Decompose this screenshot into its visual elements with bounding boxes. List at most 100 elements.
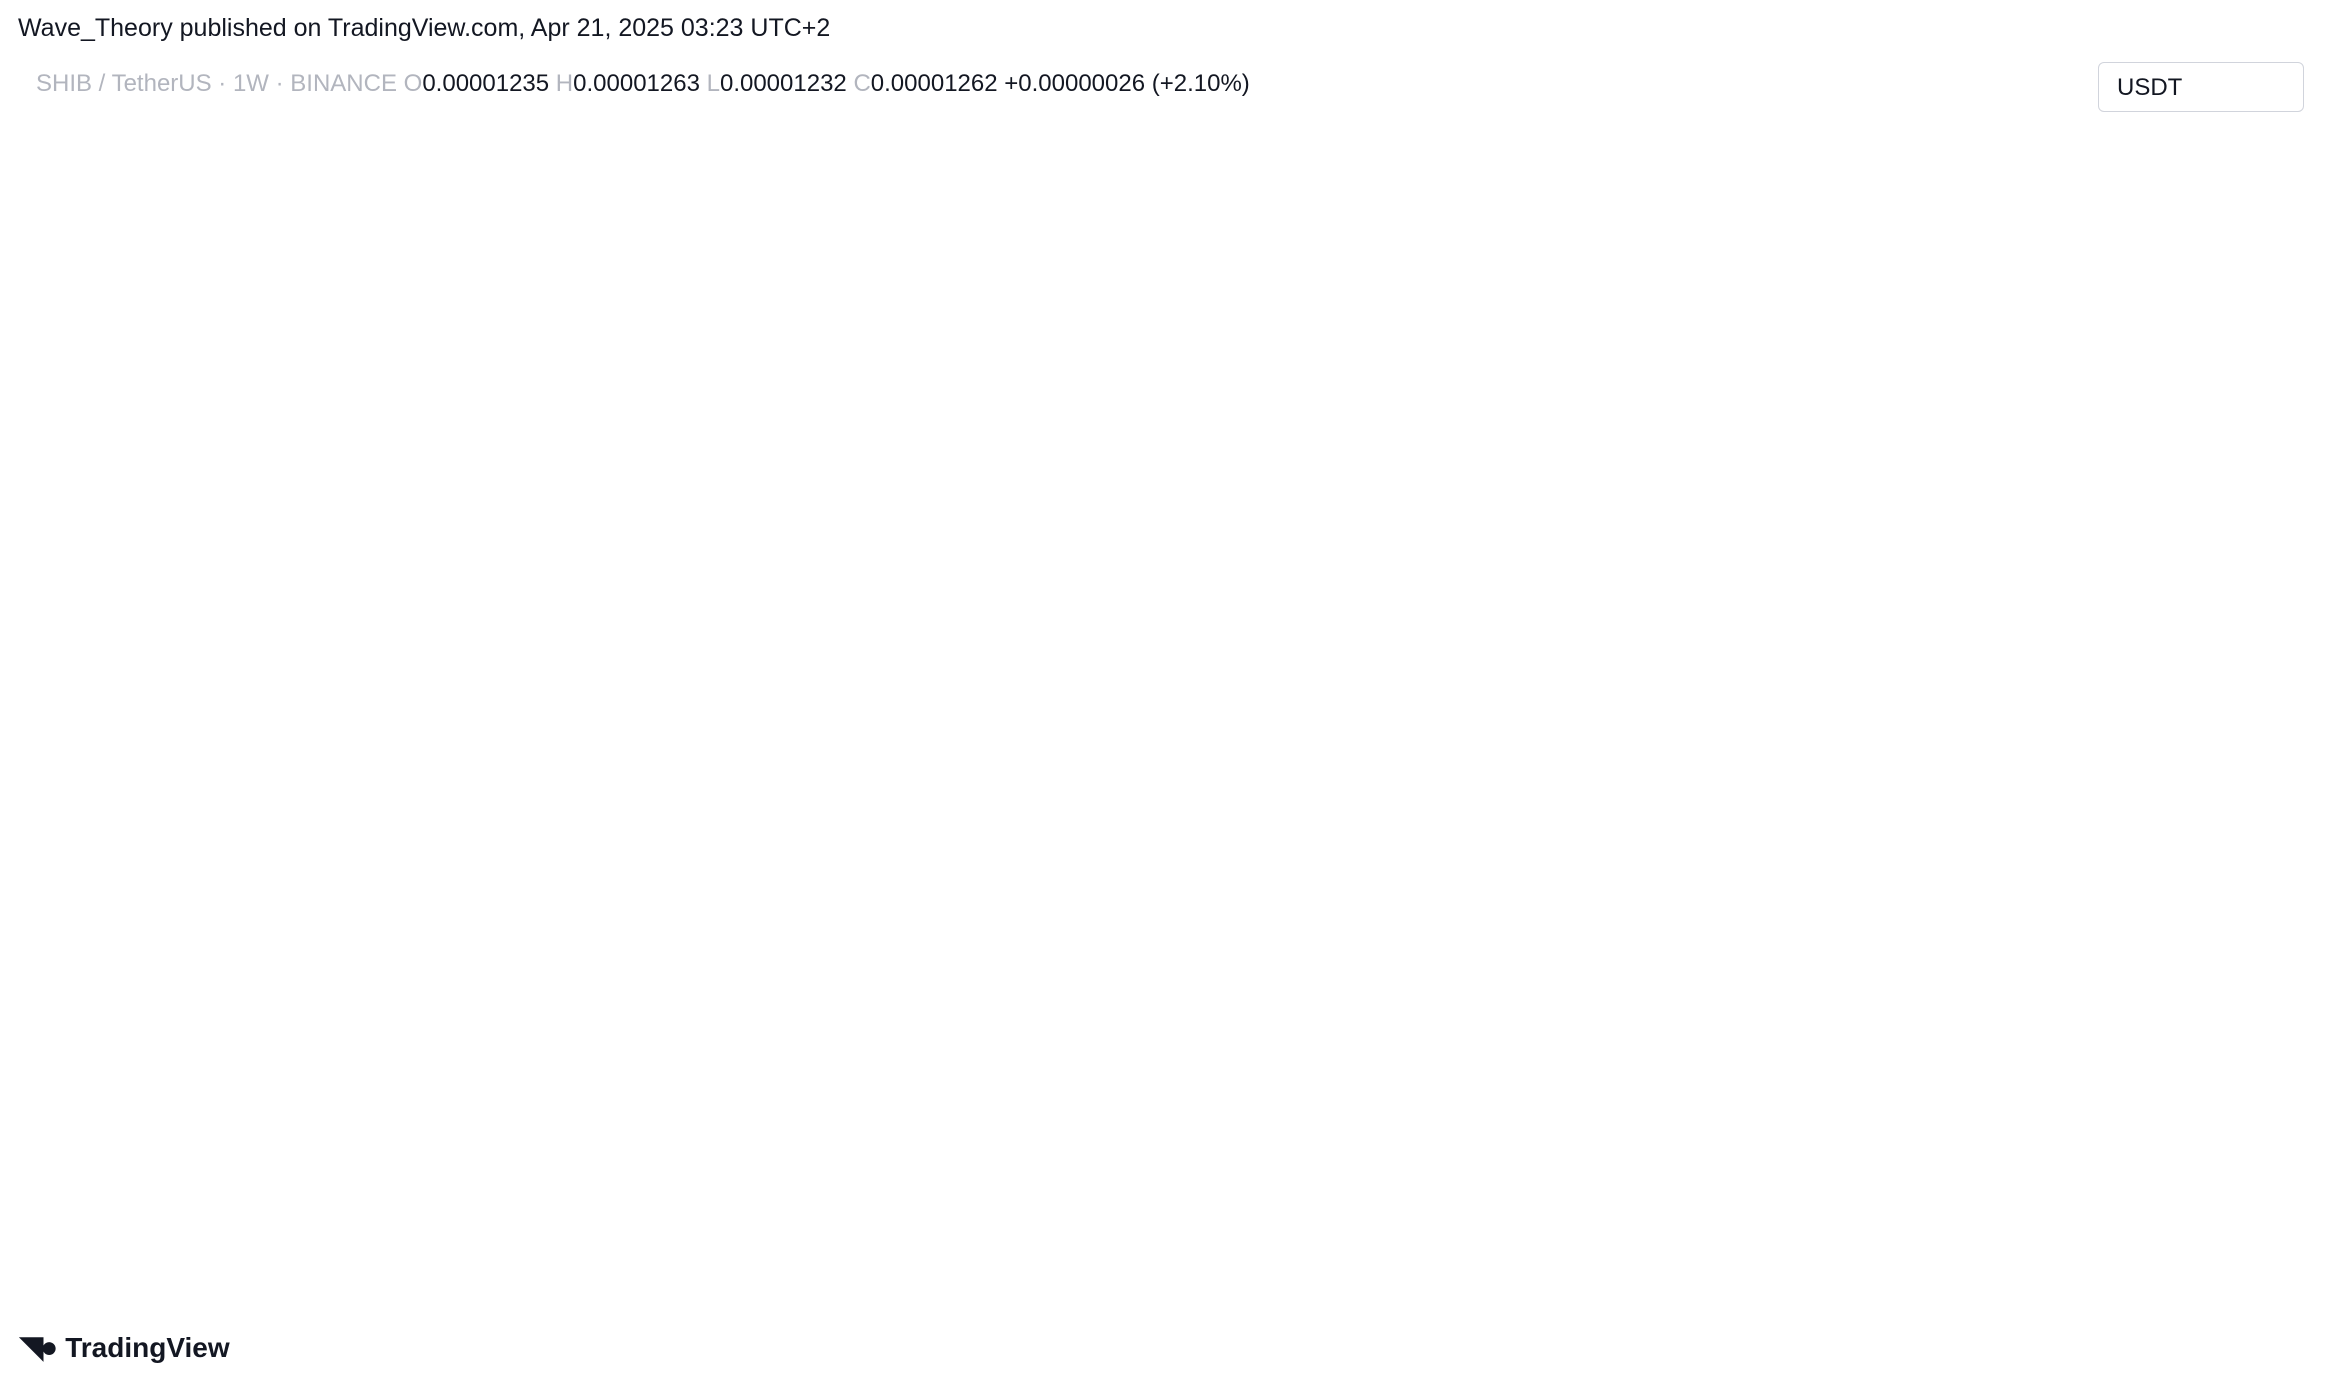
candle[interactable] (817, 591, 835, 627)
volume-bar (267, 844, 293, 907)
candle[interactable] (1015, 499, 1033, 532)
candle[interactable] (668, 521, 686, 622)
candle[interactable] (172, 719, 190, 772)
candle[interactable] (866, 560, 884, 627)
candle[interactable] (693, 521, 711, 597)
candle[interactable] (593, 382, 611, 453)
lightning-icon[interactable] (1678, 862, 1718, 902)
candle[interactable] (1461, 521, 1479, 563)
candle[interactable] (1040, 494, 1058, 532)
candle[interactable] (1089, 521, 1107, 548)
candle-body (1585, 608, 1603, 615)
candle[interactable] (246, 200, 264, 403)
candle[interactable] (48, 744, 66, 802)
price-tags[interactable]: High 0.00004567 0.00004567 0.00003074 0.… (2006, 143, 2302, 1244)
candle[interactable] (1412, 466, 1430, 563)
candle[interactable] (1313, 395, 1331, 445)
candle[interactable] (1114, 370, 1132, 542)
volume-bar (1185, 836, 1210, 907)
trendline-1568[interactable] (1521, 552, 1691, 560)
candle[interactable] (321, 298, 339, 359)
candle[interactable] (891, 601, 909, 630)
volume-bar (44, 853, 70, 907)
candle-body (668, 534, 686, 586)
candle[interactable] (469, 370, 487, 416)
volume-readout: 151.86B (2117, 876, 2218, 906)
candle[interactable] (122, 788, 140, 820)
candle[interactable] (345, 314, 363, 365)
candle[interactable] (1164, 370, 1182, 409)
candle[interactable] (1660, 621, 1678, 710)
candle[interactable] (1709, 630, 1727, 640)
tradingview-footer[interactable]: ◥● TradingView (20, 1330, 230, 1365)
candle[interactable] (965, 476, 983, 578)
candle[interactable] (717, 485, 735, 563)
candle[interactable] (1362, 422, 1380, 469)
candle[interactable] (1635, 623, 1653, 678)
candle[interactable] (1263, 346, 1281, 453)
candle-body (618, 436, 636, 532)
candle[interactable] (841, 564, 859, 622)
candle[interactable] (97, 767, 115, 811)
candle[interactable] (767, 541, 785, 635)
candle[interactable] (643, 521, 661, 552)
candle[interactable] (1610, 547, 1628, 638)
candle[interactable] (1387, 444, 1405, 486)
candle[interactable] (916, 577, 934, 622)
candle[interactable] (494, 370, 512, 416)
candle[interactable] (1585, 591, 1603, 640)
candle-body (1213, 324, 1231, 342)
candlestick-series[interactable] (23, 200, 1727, 820)
ema-line (155, 429, 1719, 785)
candle[interactable] (370, 340, 388, 445)
candle[interactable] (271, 284, 289, 353)
candle[interactable] (420, 352, 438, 403)
candle[interactable] (1065, 499, 1083, 552)
candle[interactable] (221, 376, 239, 730)
currency-selector[interactable]: USDT (2098, 62, 2304, 112)
fib-markers[interactable] (228, 110, 1648, 493)
candle[interactable] (519, 364, 537, 396)
price-axis[interactable]: 0.00004000 0.00002000 0.00000900 60 0.00… (2110, 231, 2276, 1166)
volume-bar (1706, 890, 1731, 907)
candle[interactable] (941, 547, 959, 612)
candle[interactable] (1189, 324, 1207, 403)
volume-bar (1631, 855, 1657, 907)
candle[interactable] (23, 699, 41, 785)
candle[interactable] (990, 488, 1008, 556)
price-tag-value: 0.00001262 (2126, 617, 2269, 647)
macd-histogram-bar (1185, 1015, 1210, 1040)
candle[interactable] (618, 429, 636, 542)
candle[interactable] (147, 755, 165, 815)
macd-histogram-bar (317, 984, 342, 1040)
candle[interactable] (445, 358, 463, 416)
candle[interactable] (1685, 613, 1703, 649)
candle[interactable] (1511, 547, 1529, 585)
macd-histogram-bar (689, 1040, 714, 1077)
candle[interactable] (197, 722, 215, 745)
candle[interactable] (792, 573, 810, 684)
candle[interactable] (1213, 308, 1231, 353)
candle[interactable] (395, 346, 413, 438)
candle[interactable] (742, 512, 760, 563)
symbol-name[interactable]: SHIB / TetherUS · 1W · BINANCE (36, 70, 397, 97)
volume-bar (292, 857, 318, 907)
brand-name: TradingView (65, 1331, 230, 1363)
candle[interactable] (1139, 346, 1157, 423)
volume-bar (1358, 861, 1384, 907)
candle[interactable] (544, 329, 562, 396)
candle[interactable] (73, 752, 91, 793)
candle[interactable] (1561, 596, 1579, 684)
publish-header: Wave_Theory published on TradingView.com… (18, 14, 831, 42)
candle[interactable] (296, 319, 314, 371)
candle[interactable] (1337, 388, 1355, 448)
candle[interactable] (1288, 402, 1306, 453)
candle-body (420, 357, 438, 383)
candle[interactable] (1437, 502, 1455, 663)
candle[interactable] (1238, 319, 1256, 365)
candle[interactable] (569, 364, 587, 409)
time-axis[interactable]: 2024 Mar May Jul Sep Nov 2025 Mar May Ju… (20, 1262, 1987, 1292)
candle[interactable] (1536, 566, 1554, 678)
candle[interactable] (1486, 531, 1504, 563)
